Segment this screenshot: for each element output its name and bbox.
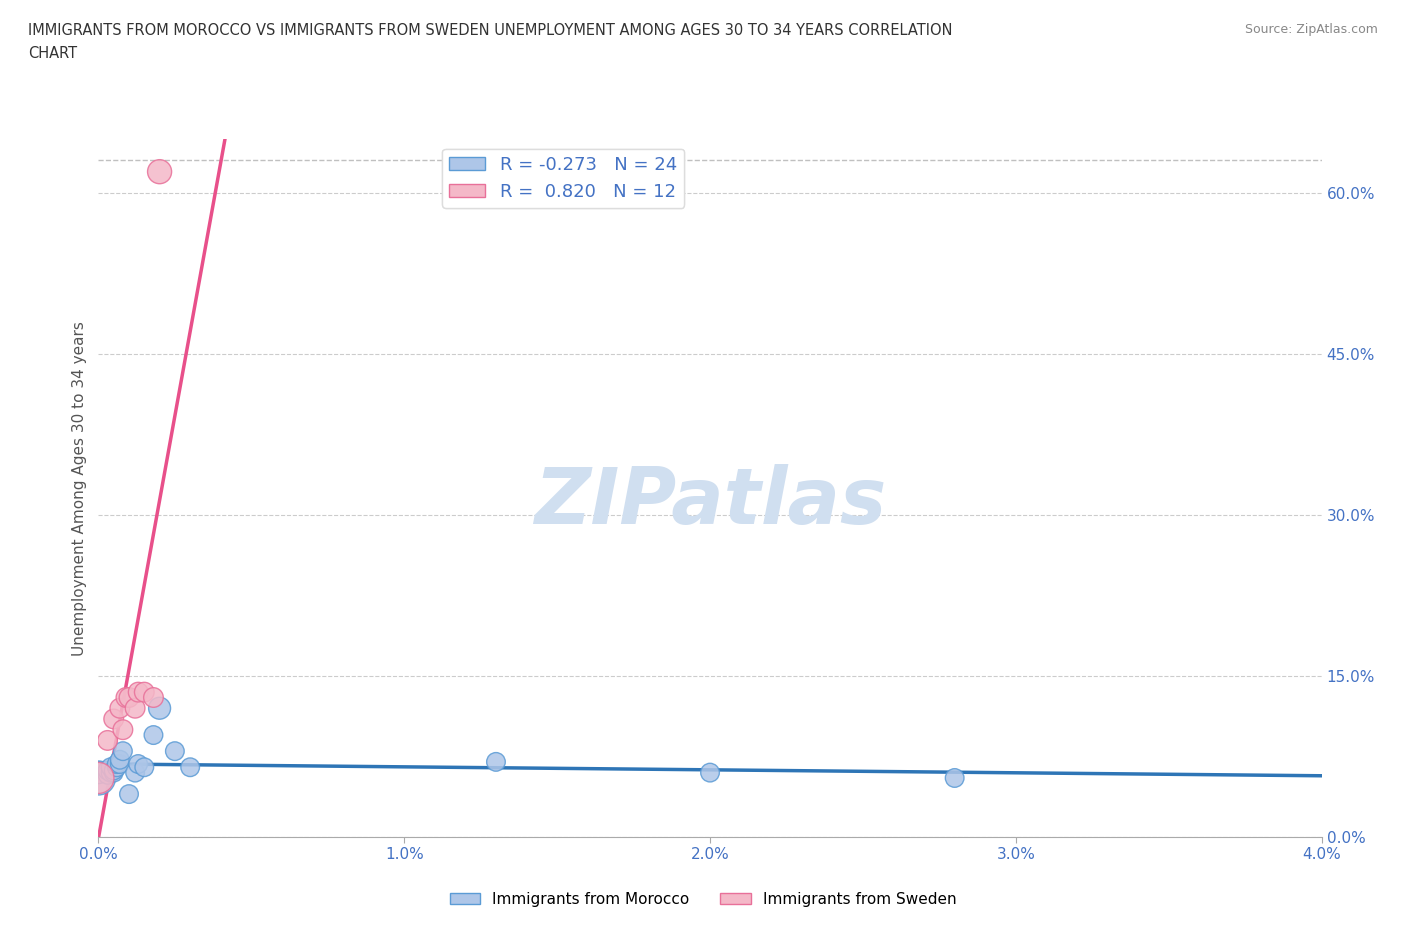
Point xyxy=(149,165,172,179)
Point xyxy=(142,690,165,705)
Y-axis label: Unemployment Among Ages 30 to 34 years: Unemployment Among Ages 30 to 34 years xyxy=(72,321,87,656)
Point xyxy=(179,760,201,775)
Point xyxy=(124,765,146,780)
Point xyxy=(105,760,128,775)
Point xyxy=(103,711,125,726)
Text: Source: ZipAtlas.com: Source: ZipAtlas.com xyxy=(1244,23,1378,36)
Point xyxy=(127,757,149,772)
Point xyxy=(142,727,165,742)
Point xyxy=(111,723,134,737)
Legend: R = -0.273   N = 24, R =  0.820   N = 12: R = -0.273 N = 24, R = 0.820 N = 12 xyxy=(441,149,685,208)
Point xyxy=(124,701,146,716)
Point xyxy=(134,684,156,699)
Point xyxy=(699,765,721,780)
Point xyxy=(163,744,186,759)
Point xyxy=(943,771,966,786)
Legend: Immigrants from Morocco, Immigrants from Sweden: Immigrants from Morocco, Immigrants from… xyxy=(443,886,963,913)
Text: CHART: CHART xyxy=(28,46,77,61)
Point xyxy=(485,754,508,769)
Point xyxy=(87,771,110,786)
Point xyxy=(97,767,120,782)
Point xyxy=(105,757,128,772)
Point xyxy=(103,765,125,780)
Text: IMMIGRANTS FROM MOROCCO VS IMMIGRANTS FROM SWEDEN UNEMPLOYMENT AMONG AGES 30 TO : IMMIGRANTS FROM MOROCCO VS IMMIGRANTS FR… xyxy=(28,23,953,38)
Point xyxy=(97,733,120,748)
Point xyxy=(115,690,138,705)
Point xyxy=(87,771,110,786)
Point xyxy=(108,757,131,772)
Point xyxy=(127,684,149,699)
Point xyxy=(108,701,131,716)
Point xyxy=(87,765,110,780)
Point xyxy=(103,763,125,777)
Point xyxy=(118,787,141,802)
Point xyxy=(100,765,122,780)
Point xyxy=(111,744,134,759)
Point xyxy=(149,701,172,716)
Point xyxy=(118,690,141,705)
Text: ZIPatlas: ZIPatlas xyxy=(534,464,886,540)
Point xyxy=(97,763,120,777)
Point xyxy=(100,760,122,775)
Point xyxy=(108,752,131,767)
Point xyxy=(134,760,156,775)
